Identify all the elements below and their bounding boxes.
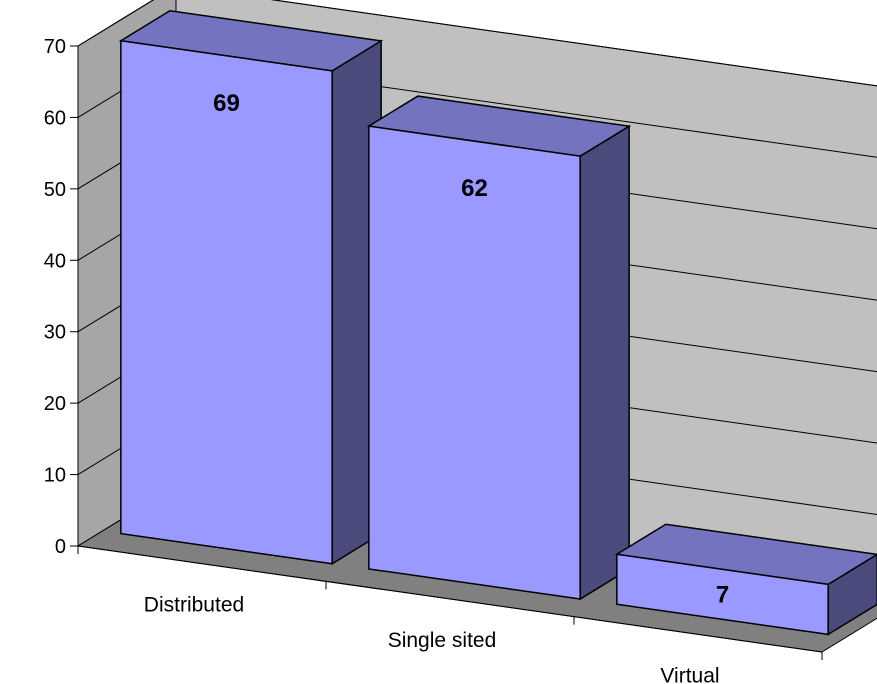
value-axis-label: 40	[44, 250, 66, 272]
value-axis-label: 70	[44, 36, 66, 58]
category-label: Distributed	[144, 594, 244, 617]
value-axis: 0 10 20 30 40 50 60 70	[44, 36, 79, 558]
category-axis-line	[77, 545, 823, 653]
value-axis-label: 60	[44, 107, 66, 129]
bars: 69 62 7	[118, 9, 877, 636]
bar-front	[120, 39, 333, 565]
gridline	[77, 0, 877, 87]
bar-virtual: 7	[614, 523, 877, 636]
value-axis-label: 30	[44, 322, 66, 344]
data-label: 7	[716, 581, 729, 608]
bar-front	[368, 125, 581, 600]
value-axis-label: 50	[44, 179, 66, 201]
bar-single-sited: 62	[366, 95, 632, 601]
category-label: Single sited	[388, 629, 497, 652]
value-axis-label: 10	[44, 465, 66, 487]
value-axis-label: 20	[44, 393, 66, 415]
category-axis: Distributed Single sited Virtual	[77, 545, 823, 684]
value-axis-label: 0	[55, 536, 66, 558]
bar-distributed: 69	[118, 9, 384, 566]
data-label: 69	[213, 90, 240, 117]
bar-front	[616, 553, 829, 636]
data-label: 62	[461, 175, 488, 202]
bar-side	[579, 124, 630, 601]
category-label: Virtual	[660, 664, 719, 684]
